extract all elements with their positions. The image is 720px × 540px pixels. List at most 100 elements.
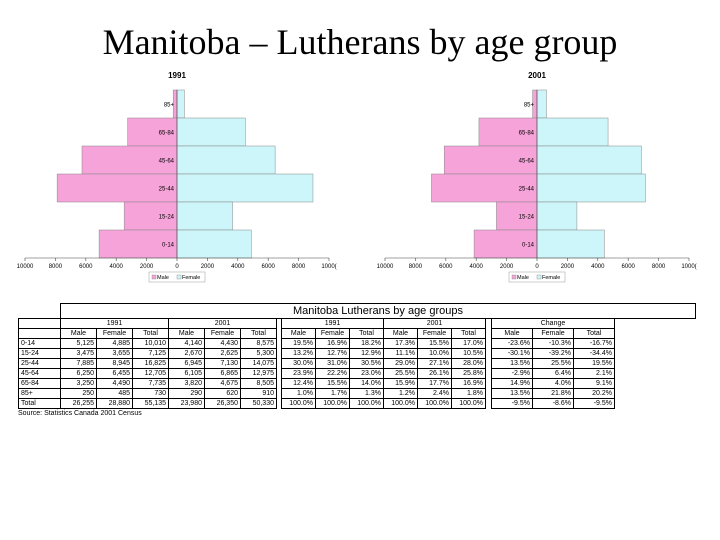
table-cell: 25.5%: [532, 358, 574, 369]
x-tick-label: 8000: [292, 264, 306, 270]
bar-female-0-14: [536, 229, 605, 259]
legend-label-female: Female: [542, 275, 560, 281]
pyramid-title: 2001: [528, 71, 546, 80]
column-header: Female: [96, 328, 133, 339]
table-cell: 14.9%: [491, 378, 533, 389]
group-header: 1991: [60, 318, 169, 329]
x-tick-label: 2000: [500, 264, 514, 270]
table-cell: -30.1%: [491, 348, 533, 359]
table-cell: 7,885: [60, 358, 97, 369]
table-cell: 25.5%: [383, 368, 418, 379]
table-cell: 6,945: [168, 358, 205, 369]
table-cell: 25.8%: [451, 368, 486, 379]
table-cell: 910: [240, 388, 277, 399]
table-cell: 28.0%: [451, 358, 486, 369]
table-cell: 13.2%: [281, 348, 316, 359]
x-tick-label: 0: [535, 264, 539, 270]
table-cell: 4,675: [204, 378, 241, 389]
bar-female-45-64: [536, 145, 642, 175]
slide-title: Manitoba – Lutherans by age group: [102, 22, 618, 62]
table-cell: 620: [204, 388, 241, 399]
table-cell: 12.7%: [315, 348, 350, 359]
table-cell: 6.4%: [532, 368, 574, 379]
table-cell: 485: [96, 388, 133, 399]
table-cell: 26,255: [60, 398, 97, 409]
bar-male-65-84: [478, 117, 538, 147]
table-cell: 250: [60, 388, 97, 399]
bar-male-0-14: [98, 229, 178, 259]
pyramid-svg: 1991 85+ 65-84 45-64 25-44 15-24 0-14 10000 8000…: [17, 71, 337, 283]
age-label-25-44: 25-44: [159, 187, 175, 193]
table-cell: 1.7%: [315, 388, 350, 399]
table-cell: 2,625: [204, 348, 241, 359]
table-cell: 10.0%: [417, 348, 452, 359]
x-tick-label: 6000: [79, 264, 93, 270]
age-label-65-84: 65-84: [159, 131, 175, 137]
table-cell: 29.0%: [383, 358, 418, 369]
x-tick-label: 2000: [140, 264, 154, 270]
age-label-15-24: 15-24: [519, 215, 535, 221]
table-cell: 12.9%: [349, 348, 384, 359]
table-cell: 16,825: [132, 358, 169, 369]
table-cell: 4,885: [96, 338, 133, 349]
x-tick-label: 4000: [231, 264, 245, 270]
table-cell: 8,575: [240, 338, 277, 349]
row-label: Total: [18, 398, 61, 409]
table-cell: -23.6%: [491, 338, 533, 349]
table-cell: 23,980: [168, 398, 205, 409]
legend-label-male: Male: [157, 275, 169, 281]
corner-cell: [18, 318, 61, 329]
legend-swatch-female: [176, 274, 182, 280]
table-cell: 15.9%: [383, 378, 418, 389]
table-cell: 6,865: [204, 368, 241, 379]
table-cell: 14.0%: [349, 378, 384, 389]
table-cell: 100.0%: [349, 398, 384, 409]
row-label: 15-24: [18, 348, 61, 359]
row-label: 65-84: [18, 378, 61, 389]
bar-female-15-24: [536, 201, 578, 231]
pyramid-2001: 2001 85+ 65-84 45-64 25-44 15-24 0-14 10000 8000…: [370, 66, 705, 296]
table-cell: 20.2%: [573, 388, 615, 399]
table-cell: 15.5%: [315, 378, 350, 389]
table-cell: 100.0%: [281, 398, 316, 409]
table-cell: 16.9%: [315, 338, 350, 349]
table-cell: 26.1%: [417, 368, 452, 379]
table-cell: 5,300: [240, 348, 277, 359]
table-cell: 2.4%: [417, 388, 452, 399]
corner-cell: [18, 328, 61, 339]
legend-label-female: Female: [182, 275, 200, 281]
x-tick-label: 8000: [409, 264, 423, 270]
table-cell: 1.3%: [349, 388, 384, 399]
source-note: Source: Statistics Canada 2001 Census: [18, 410, 142, 417]
table-cell: 100.0%: [417, 398, 452, 409]
table-cell: 13.5%: [491, 358, 533, 369]
table-cell: 100.0%: [451, 398, 486, 409]
pyramid-svg: 2001 85+ 65-84 45-64 25-44 15-24 0-14 10000 8000…: [377, 71, 697, 283]
table-cell: 2.1%: [573, 368, 615, 379]
x-tick-label: 10000: [377, 264, 394, 270]
table-row: Total 26,255 28,880 55,135 23,980 26,350 50,33…: [18, 398, 696, 409]
table-cell: 100.0%: [315, 398, 350, 409]
column-header: Female: [315, 328, 350, 339]
table-cell: 1.8%: [451, 388, 486, 399]
table-cell: 3,820: [168, 378, 205, 389]
column-header: Total: [451, 328, 486, 339]
table-cell: -10.3%: [532, 338, 574, 349]
table-cell: 19.5%: [573, 358, 615, 369]
x-tick-label: 6000: [262, 264, 276, 270]
column-header: Total: [132, 328, 169, 339]
column-header: Male: [383, 328, 418, 339]
age-label-45-64: 45-64: [159, 159, 175, 165]
table-cell: 17.7%: [417, 378, 452, 389]
bar-female-25-44: [176, 173, 314, 203]
table-cell: 11.1%: [383, 348, 418, 359]
table-cell: 17.3%: [383, 338, 418, 349]
age-label-0-14: 0-14: [522, 243, 535, 249]
column-header: Total: [573, 328, 615, 339]
table-cell: 7,125: [132, 348, 169, 359]
table-cell: 28,880: [96, 398, 133, 409]
table-cell: -9.5%: [573, 398, 615, 409]
x-tick-label: 4000: [591, 264, 605, 270]
table-cell: 4,430: [204, 338, 241, 349]
table-cell: 22.2%: [315, 368, 350, 379]
